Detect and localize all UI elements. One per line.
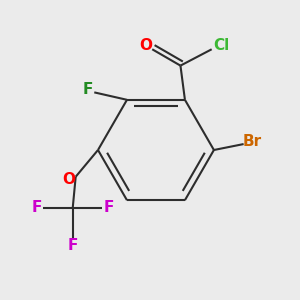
Text: F: F: [68, 238, 78, 253]
Text: F: F: [31, 200, 42, 215]
Text: F: F: [104, 200, 114, 215]
Text: Cl: Cl: [213, 38, 229, 53]
Text: Br: Br: [242, 134, 262, 149]
Text: O: O: [139, 38, 152, 53]
Text: F: F: [82, 82, 93, 97]
Text: O: O: [63, 172, 76, 187]
